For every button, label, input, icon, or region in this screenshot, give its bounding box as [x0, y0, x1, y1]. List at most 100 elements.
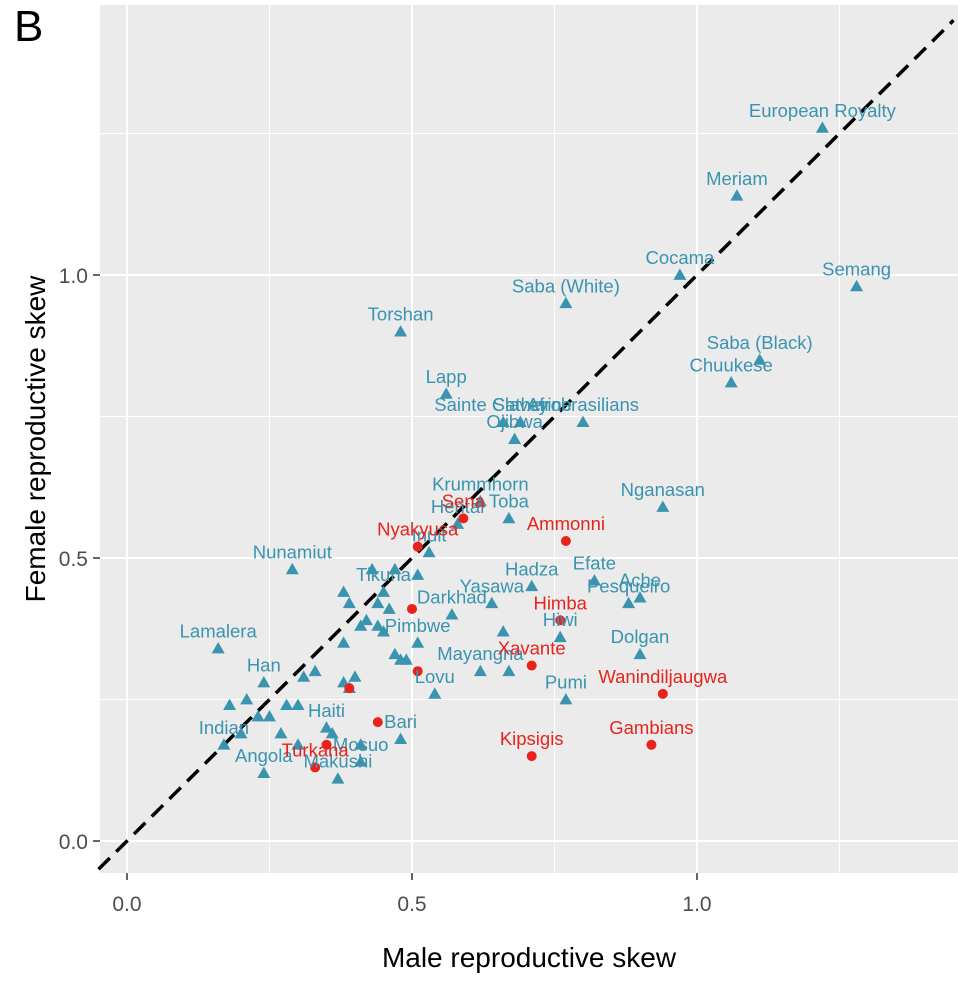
point-labels-layer: European Royalty Meriam Semang Cocama Saba (… — [180, 100, 897, 772]
point-triangle — [850, 279, 864, 292]
point-label: Kipsigis — [500, 728, 564, 749]
point-label: Lamalera — [180, 621, 258, 642]
point-label: Nganasan — [621, 479, 705, 500]
point-triangle — [633, 591, 647, 603]
point-circle — [526, 660, 537, 671]
point-label: Ammonni — [527, 513, 605, 534]
point-triangle — [428, 687, 442, 699]
panel-letter: B — [14, 2, 44, 51]
point-triangle — [559, 693, 573, 705]
point-triangle — [251, 709, 265, 722]
point-triangle — [815, 121, 829, 133]
x-tick-label: 1.0 — [682, 893, 711, 916]
point-triangle — [411, 568, 425, 580]
axes: 0.0 0.5 1.0 0.0 0.5 1.0 — [59, 265, 712, 916]
point-label: Pimbwe — [385, 615, 451, 636]
point-label: Lapp — [426, 366, 467, 387]
point-triangle — [280, 698, 294, 711]
point-triangle — [473, 494, 487, 507]
point-label: Efate — [573, 553, 616, 574]
point-label: Pesqueiro — [587, 575, 670, 596]
point-triangle — [422, 545, 436, 558]
point-label: Inuit — [412, 524, 447, 545]
point-label: Yasawa — [460, 575, 525, 596]
point-circle — [560, 536, 571, 547]
y-tick-label: 0.0 — [59, 831, 88, 854]
point-triangle — [513, 415, 527, 428]
point-triangle — [587, 574, 601, 586]
point-label: Saba (White) — [512, 275, 620, 296]
point-triangle — [553, 630, 567, 643]
point-triangle — [337, 636, 351, 648]
point-triangle — [354, 619, 368, 631]
point-triangle — [291, 698, 305, 711]
point-triangle — [753, 353, 767, 365]
x-axis-title: Male reproductive skew — [382, 942, 677, 973]
point-triangle — [211, 642, 225, 654]
point-circle — [412, 666, 423, 677]
points-layer — [211, 121, 864, 784]
point-triangle — [496, 415, 510, 428]
point-triangle — [240, 693, 254, 705]
point-triangle — [297, 670, 311, 682]
point-circle — [657, 688, 668, 699]
point-triangle — [359, 613, 373, 626]
point-label: Nunamiut — [253, 541, 332, 562]
point-triangle — [371, 619, 385, 631]
point-label: Toba — [489, 490, 530, 511]
point-triangle — [724, 376, 738, 388]
point-label: Semang — [822, 258, 891, 279]
point-triangle — [354, 755, 368, 767]
point-circle — [555, 615, 566, 626]
point-label: Makushi — [303, 751, 372, 772]
point-triangle — [257, 766, 271, 778]
point-triangle — [439, 387, 453, 399]
gridlines — [100, 5, 958, 873]
point-triangle — [342, 596, 356, 609]
point-triangle — [377, 625, 390, 637]
point-triangle — [274, 726, 288, 739]
point-label: Saba (Black) — [707, 332, 813, 353]
point-triangle — [217, 738, 231, 750]
point-label: Krummhorn — [432, 473, 529, 494]
point-label: Torshan — [368, 304, 434, 325]
point-circle — [646, 739, 657, 750]
point-triangle — [257, 676, 271, 688]
point-label: Ache — [619, 570, 661, 591]
point-triangle — [508, 432, 522, 445]
point-triangle — [337, 585, 351, 597]
point-triangle — [382, 602, 396, 614]
point-triangle — [394, 325, 408, 337]
point-label: Turkana — [282, 739, 350, 760]
point-triangle — [388, 647, 402, 660]
point-label: Hentai — [431, 496, 484, 517]
y-tick-label: 0.5 — [59, 548, 88, 571]
point-triangle — [377, 585, 390, 597]
point-triangle — [365, 562, 379, 575]
point-label: Haiti — [308, 700, 345, 721]
point-triangle — [576, 415, 590, 428]
point-label: Dolgan — [611, 626, 670, 647]
point-triangle — [348, 670, 362, 682]
point-triangle — [730, 189, 744, 201]
point-triangle — [559, 296, 573, 309]
point-label: Slavey — [493, 394, 549, 415]
point-triangle — [320, 721, 333, 733]
y-tick-label: 1.0 — [59, 265, 88, 288]
point-triangle — [496, 625, 510, 637]
point-label: Himba — [533, 592, 587, 613]
point-triangle — [388, 562, 402, 575]
point-triangle — [291, 738, 305, 750]
point-label: Chuukese — [690, 355, 773, 376]
point-label: Xavante — [498, 638, 566, 659]
point-triangle — [285, 562, 299, 575]
point-label: Sena — [442, 490, 486, 511]
point-label: Han — [247, 655, 281, 676]
point-circle — [344, 683, 355, 694]
point-triangle — [445, 608, 459, 620]
point-triangle — [399, 653, 413, 665]
point-label: Angola — [235, 745, 293, 766]
point-label: Nyakyusa — [377, 519, 459, 540]
point-triangle — [371, 596, 385, 609]
point-triangle — [411, 636, 425, 648]
